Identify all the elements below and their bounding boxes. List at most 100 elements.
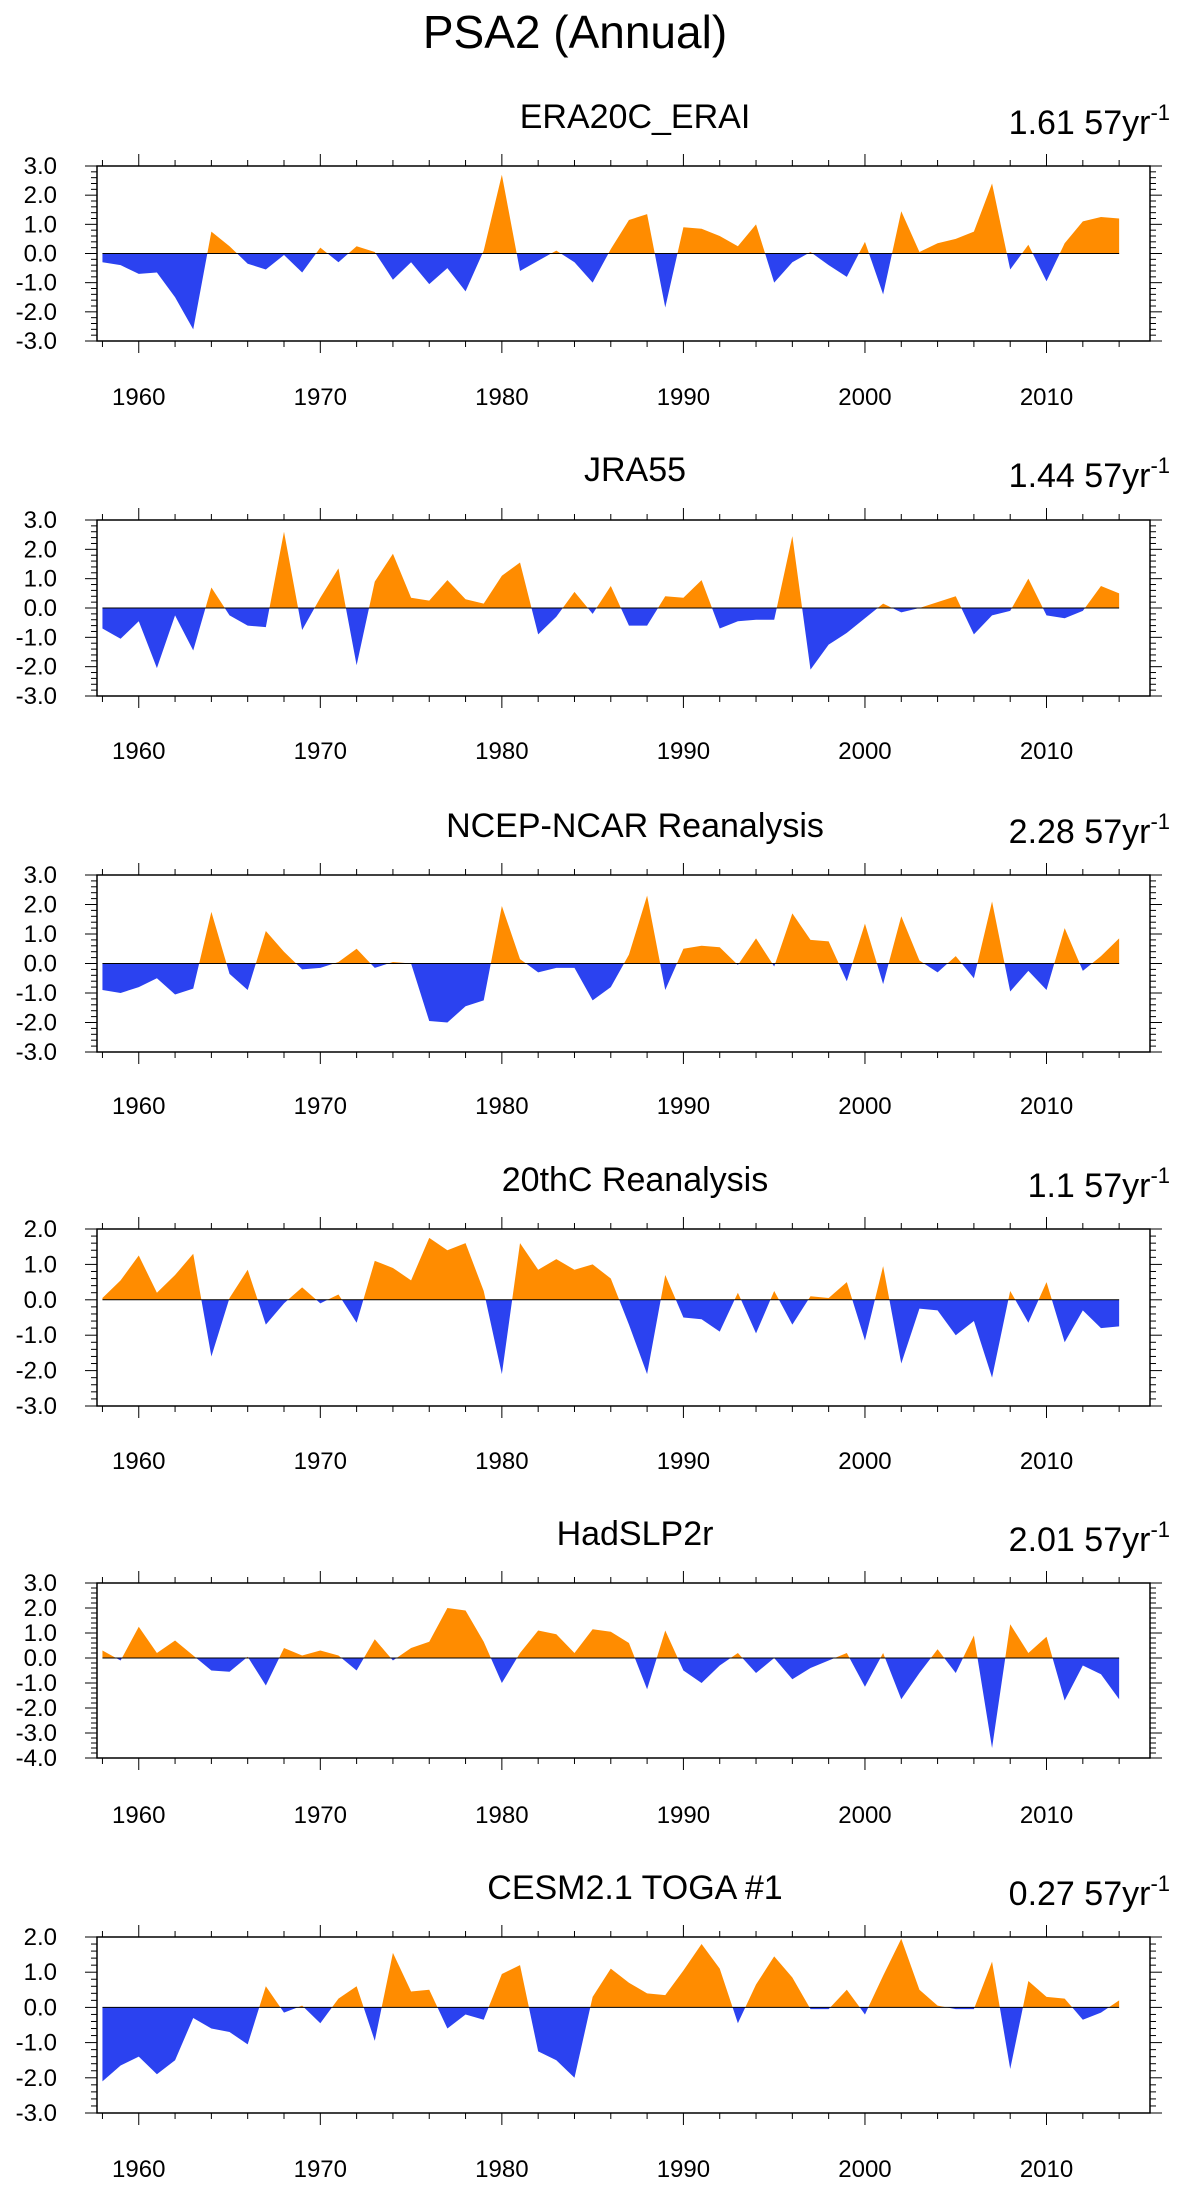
figure-title: PSA2 (Annual) xyxy=(422,6,728,58)
x-tick-label: 1970 xyxy=(294,1448,347,1475)
panel-4: 2.0 1.0 0.0 -1.0 -2.0 -3.0 1960 1970 1980 1990 200… xyxy=(16,1161,1170,1475)
y-tick-label: 2.0 xyxy=(24,1924,57,1951)
trend-label: 1.44 57yr-1 xyxy=(1009,453,1170,495)
y-tick-label: -3.0 xyxy=(16,683,57,710)
panel-title: 20thC Reanalysis xyxy=(502,1161,768,1199)
x-tick-label: 1990 xyxy=(657,1802,710,1829)
y-tick-label: 3.0 xyxy=(24,862,57,889)
trend-exponent: -1 xyxy=(1150,1871,1170,1896)
y-tick-label: 2.0 xyxy=(24,1595,57,1622)
y-tick-label: 0.0 xyxy=(24,241,57,268)
x-tick-label: 1980 xyxy=(475,384,528,411)
panel-6: 2.0 1.0 0.0 -1.0 -2.0 -3.0 1960 1970 1980 1990 200… xyxy=(16,1869,1170,2183)
trend-label: 2.28 57yr-1 xyxy=(1009,809,1170,851)
x-tick-label: 1980 xyxy=(475,1093,528,1120)
panel-title: NCEP-NCAR Reanalysis xyxy=(446,807,824,845)
x-tick-label: 1980 xyxy=(475,1802,528,1829)
y-tick-label: -1.0 xyxy=(16,1670,57,1697)
negative-area xyxy=(102,1299,1120,1378)
y-tick-label: 2.0 xyxy=(24,892,57,919)
y-tick-label: 1.0 xyxy=(24,566,57,593)
panel-2: 3.02.0 1.00.0-1.0 -2.0-3.0 1960 1970 1980 1990… xyxy=(16,451,1170,765)
trend-label: 1.1 57yr-1 xyxy=(1028,1163,1170,1205)
x-tick-label: 2010 xyxy=(1020,1448,1073,1475)
x-tick-label: 2010 xyxy=(1020,1802,1073,1829)
negative-area xyxy=(102,963,1120,1023)
x-tick-label: 1980 xyxy=(475,738,528,765)
trend-unit: 57yr xyxy=(1084,1167,1150,1205)
trend-exponent: -1 xyxy=(1150,100,1170,125)
x-tick-label: 2010 xyxy=(1020,1093,1073,1120)
y-tick-label: 1.0 xyxy=(24,1251,57,1278)
y-tick-label: 0.0 xyxy=(24,595,57,622)
y-tick-label: 1.0 xyxy=(24,921,57,948)
positive-area xyxy=(102,174,1120,254)
y-tick-label: 0.0 xyxy=(24,1994,57,2021)
x-tick-label: 1970 xyxy=(294,1093,347,1120)
y-tick-label: -4.0 xyxy=(16,1745,57,1772)
trend-exponent: -1 xyxy=(1150,809,1170,834)
x-tick-label: 1970 xyxy=(294,384,347,411)
trend-label: 0.27 57yr-1 xyxy=(1009,1871,1170,1913)
y-tick-label: 2.0 xyxy=(24,1216,57,1243)
y-tick-label: -1.0 xyxy=(16,624,57,651)
trend-label: 2.01 57yr-1 xyxy=(1009,1517,1170,1559)
x-tick-label: 1960 xyxy=(112,384,165,411)
y-tick-label: -2.0 xyxy=(16,299,57,326)
plot-frame xyxy=(96,1582,1151,1759)
y-tick-label: -2.0 xyxy=(16,1695,57,1722)
x-tick-label: 1980 xyxy=(475,2156,528,2183)
y-tick-label: -2.0 xyxy=(16,2065,57,2092)
x-tick-label: 1960 xyxy=(112,1448,165,1475)
y-tick-label: -3.0 xyxy=(16,328,57,355)
trend-label: 1.61 57yr-1 xyxy=(1009,100,1170,142)
y-tick-label: -1.0 xyxy=(16,2030,57,2057)
x-tick-label: 2000 xyxy=(838,738,891,765)
x-tick-label: 1970 xyxy=(294,1802,347,1829)
x-tick-label: 1980 xyxy=(475,1448,528,1475)
x-tick-label: 1960 xyxy=(112,738,165,765)
negative-area xyxy=(102,253,1120,330)
panel-title: ERA20C_ERAI xyxy=(520,98,751,136)
x-tick-label: 1970 xyxy=(294,738,347,765)
trend-unit: 57yr xyxy=(1084,457,1150,495)
y-tick-label: 3.0 xyxy=(24,153,57,180)
panel-title: JRA55 xyxy=(584,451,686,489)
y-tick-label: -2.0 xyxy=(16,1010,57,1037)
x-tick-label: 2000 xyxy=(838,1093,891,1120)
y-tick-label: -3.0 xyxy=(16,1720,57,1747)
plot-frame xyxy=(96,1228,1151,1407)
x-tick-label: 1990 xyxy=(657,1093,710,1120)
positive-area xyxy=(102,1938,1120,2008)
y-tick-label: 3.0 xyxy=(24,507,57,534)
trend-exponent: -1 xyxy=(1150,1517,1170,1542)
x-tick-label: 2000 xyxy=(838,384,891,411)
y-tick-label: -2.0 xyxy=(16,654,57,681)
panel-title: HadSLP2r xyxy=(557,1515,714,1553)
trend-exponent: -1 xyxy=(1150,453,1170,478)
x-tick-label: 1990 xyxy=(657,1448,710,1475)
trend-unit: 57yr xyxy=(1084,1875,1150,1913)
y-tick-label: 0.0 xyxy=(24,951,57,978)
x-tick-label: 2010 xyxy=(1020,738,1073,765)
y-tick-label: 1.0 xyxy=(24,1620,57,1647)
y-tick-label: 0.0 xyxy=(24,1287,57,1314)
y-tick-label: 1.0 xyxy=(24,211,57,238)
trend-unit: 57yr xyxy=(1084,104,1150,142)
y-tick-label: 1.0 xyxy=(24,1959,57,1986)
plot-frame xyxy=(96,1936,1151,2114)
y-tick-label: -1.0 xyxy=(16,270,57,297)
trend-unit: 57yr xyxy=(1084,813,1150,851)
trend-unit: 57yr xyxy=(1084,1521,1150,1559)
x-tick-label: 2000 xyxy=(838,1448,891,1475)
panel-3: 3.0 2.01.0 0.0-1.0 -2.0-3.0 1960 1970 1980 1990… xyxy=(16,807,1170,1120)
y-tick-label: 3.0 xyxy=(24,1570,57,1597)
panel-title: CESM2.1 TOGA #1 xyxy=(487,1869,782,1907)
y-tick-label: -2.0 xyxy=(16,1358,57,1385)
positive-area xyxy=(102,1237,1120,1300)
negative-area xyxy=(102,2007,1120,2082)
y-tick-label: 0.0 xyxy=(24,1645,57,1672)
trend-value: 0.27 xyxy=(1009,1875,1085,1913)
negative-area xyxy=(102,608,1120,670)
